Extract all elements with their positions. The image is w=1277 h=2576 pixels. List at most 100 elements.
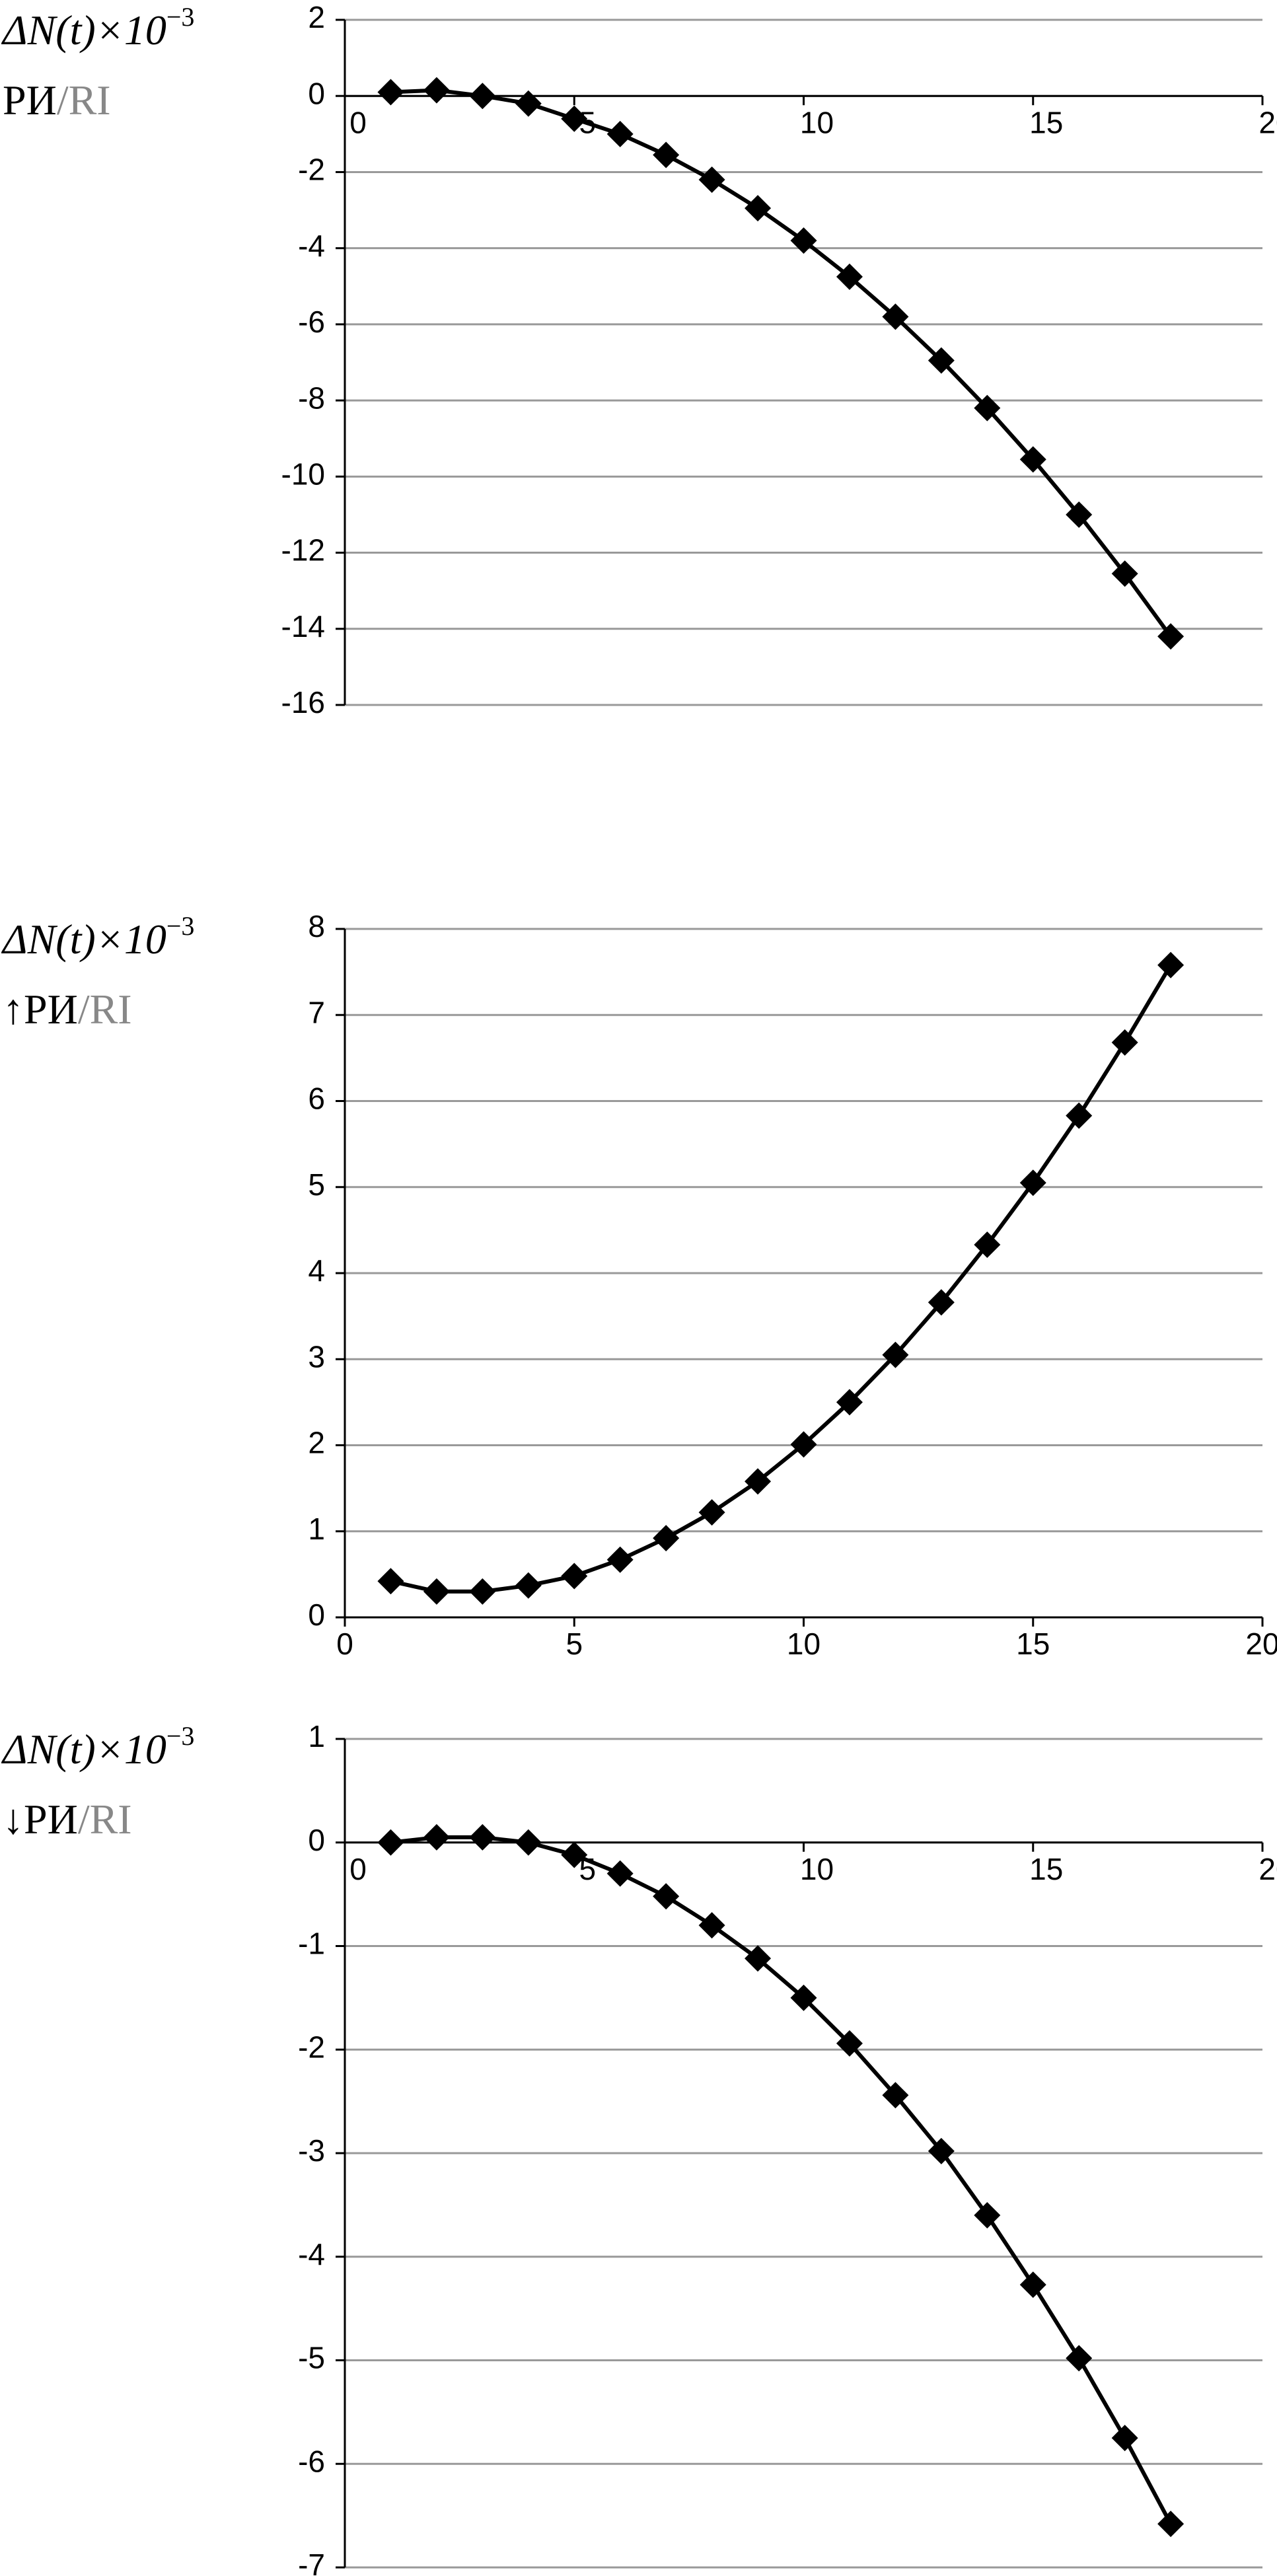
- y-label: ΔN(t)×10−3: [1, 911, 194, 963]
- x-tick-label: 20: [1259, 105, 1277, 139]
- y-tick-label: -14: [281, 609, 325, 644]
- marker: [515, 1829, 542, 1856]
- x-tick-label: 10: [800, 105, 834, 139]
- y-tick-label: 0: [308, 1598, 325, 1632]
- y-label-exp: −3: [166, 2, 195, 32]
- marker: [974, 2202, 1001, 2229]
- x-tick-label: 0: [349, 1852, 367, 1886]
- y-tick-label: -2: [298, 153, 325, 187]
- marker: [561, 1841, 588, 1868]
- y-label-exp: −3: [166, 911, 195, 941]
- y-label: ΔN(t)×10−3: [1, 2, 194, 54]
- marker: [377, 79, 404, 106]
- y-tick-label: -6: [298, 305, 325, 339]
- marker: [745, 1468, 772, 1495]
- marker: [561, 105, 588, 132]
- marker: [790, 227, 817, 254]
- marker: [1066, 1102, 1093, 1129]
- y-tick-label: -16: [281, 685, 325, 719]
- marker: [653, 1883, 680, 1910]
- marker: [882, 303, 909, 330]
- series-label-en: RI: [69, 77, 111, 124]
- marker: [1019, 2271, 1046, 2299]
- y-tick-label: -7: [298, 2548, 325, 2576]
- marker: [1157, 2511, 1185, 2538]
- series-line: [390, 1835, 1173, 2525]
- y-label-main: ΔN(t)×10: [1, 1726, 166, 1773]
- series-label-ru: ↑РИ: [3, 986, 78, 1033]
- marker: [698, 1499, 725, 1526]
- x-tick-label: 15: [1029, 1852, 1063, 1886]
- marker: [515, 1572, 542, 1599]
- y-tick-label: 1: [308, 1512, 325, 1546]
- marker: [606, 120, 634, 147]
- y-label-main: ΔN(t)×10: [1, 7, 166, 54]
- marker: [423, 1578, 450, 1605]
- y-tick-label: -2: [298, 2030, 325, 2064]
- marker: [423, 1823, 450, 1851]
- marker: [606, 1860, 634, 1887]
- y-tick-label: -3: [298, 2133, 325, 2168]
- marker: [561, 1563, 588, 1590]
- marker: [698, 166, 725, 193]
- marker: [1111, 2425, 1138, 2452]
- marker: [1019, 446, 1046, 473]
- series-label-ru: ↓РИ: [3, 1796, 78, 1843]
- y-tick-label: 2: [308, 1426, 325, 1460]
- y-tick-label: 7: [308, 995, 325, 1029]
- marker: [469, 83, 496, 110]
- y-tick-label: 1: [308, 1719, 325, 1753]
- y-tick-label: 2: [308, 0, 325, 34]
- x-tick-label: 10: [787, 1627, 821, 1661]
- y-tick-label: -5: [298, 2341, 325, 2375]
- marker: [974, 1232, 1001, 1259]
- series-label-sep: /: [78, 1796, 90, 1843]
- marker: [974, 394, 1001, 422]
- series-label: РИ/RI: [3, 77, 111, 124]
- y-tick-label: 4: [308, 1253, 325, 1288]
- marker: [745, 195, 772, 222]
- y-label: ΔN(t)×10−3: [1, 1721, 194, 1773]
- y-tick-label: 5: [308, 1167, 325, 1202]
- marker: [1066, 501, 1093, 528]
- marker: [377, 1829, 404, 1856]
- marker: [928, 347, 955, 374]
- x-tick-label: 20: [1259, 1852, 1277, 1886]
- marker: [653, 141, 680, 168]
- series-label-sep: /: [57, 77, 69, 124]
- marker: [1111, 1029, 1138, 1056]
- y-tick-label: -6: [298, 2444, 325, 2478]
- marker: [606, 1546, 634, 1573]
- y-tick-label: 0: [308, 1823, 325, 1857]
- x-tick-label: 10: [800, 1852, 834, 1886]
- marker: [377, 1568, 404, 1595]
- x-tick-label: 15: [1016, 1627, 1050, 1661]
- marker: [515, 90, 542, 117]
- marker: [1066, 2345, 1093, 2372]
- marker: [1157, 951, 1185, 978]
- marker: [1157, 623, 1185, 650]
- marker: [882, 2082, 909, 2109]
- y-tick-label: 3: [308, 1339, 325, 1374]
- y-label-main: ΔN(t)×10: [1, 916, 166, 963]
- series-label-sep: /: [78, 986, 90, 1033]
- x-tick-label: 0: [336, 1627, 353, 1661]
- y-tick-label: 8: [308, 909, 325, 943]
- series-label-ru: РИ: [3, 77, 57, 124]
- marker: [1019, 1169, 1046, 1196]
- y-tick-label: -8: [298, 381, 325, 415]
- marker: [1111, 560, 1138, 587]
- marker: [928, 2137, 955, 2164]
- x-tick-label: 15: [1029, 105, 1063, 139]
- marker: [698, 1912, 725, 1939]
- marker: [928, 1289, 955, 1316]
- marker: [469, 1578, 496, 1605]
- y-tick-label: 6: [308, 1082, 325, 1116]
- y-tick-label: -4: [298, 229, 325, 263]
- series-label-en: RI: [90, 986, 132, 1033]
- x-tick-label: 0: [349, 105, 367, 139]
- x-tick-label: 5: [566, 1627, 583, 1661]
- marker: [882, 1341, 909, 1368]
